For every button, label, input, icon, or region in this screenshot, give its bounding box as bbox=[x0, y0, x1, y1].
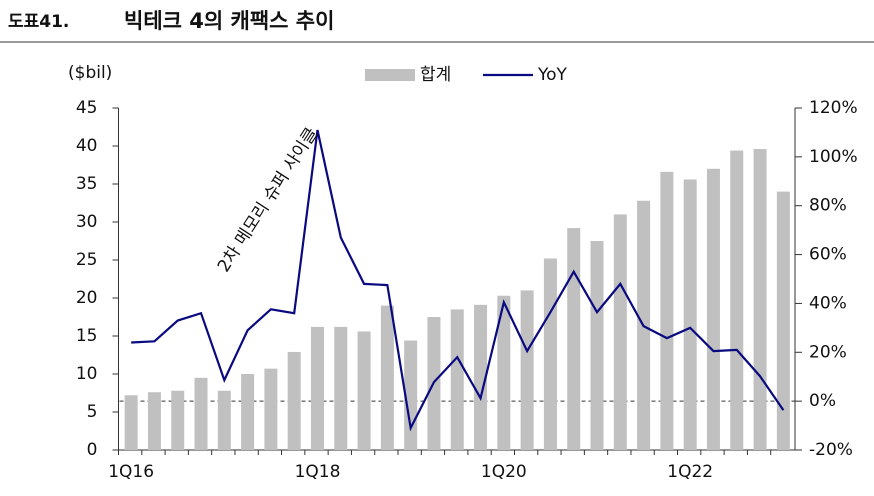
bar bbox=[776, 191, 790, 450]
bar bbox=[287, 351, 301, 450]
bar bbox=[660, 171, 674, 450]
bar bbox=[124, 395, 138, 450]
y-tick-label: 20 bbox=[76, 288, 98, 308]
line bbox=[131, 129, 785, 432]
bar bbox=[474, 304, 488, 450]
legend-label: YoY bbox=[537, 65, 568, 85]
x-tick-label: 1Q22 bbox=[667, 462, 713, 482]
legend-swatch bbox=[365, 69, 415, 81]
bar bbox=[613, 214, 627, 450]
bar bbox=[357, 331, 371, 450]
y2-tick-label: 100% bbox=[809, 147, 858, 167]
y-tick-label: 5 bbox=[87, 402, 98, 422]
y-tick-label: 45 bbox=[76, 98, 98, 118]
y2-tick-label: 80% bbox=[809, 196, 847, 216]
bar bbox=[264, 368, 278, 450]
figure-label: 도표41. bbox=[8, 12, 69, 32]
y2-tick-label: 0% bbox=[809, 391, 836, 411]
y-tick-label: 10 bbox=[76, 364, 98, 384]
annotation: 2차 메모리 슈퍼 사이클 bbox=[214, 124, 322, 276]
bar bbox=[753, 149, 767, 451]
bar bbox=[706, 168, 720, 451]
bar bbox=[217, 390, 231, 450]
y2-tick-label: -20% bbox=[809, 440, 853, 460]
y-tick-label: 40 bbox=[76, 136, 98, 156]
bar bbox=[171, 390, 185, 450]
y2-tick-label: 120% bbox=[809, 98, 858, 118]
bar bbox=[450, 309, 464, 450]
bar bbox=[194, 377, 208, 450]
legend-label: 합계 bbox=[420, 65, 451, 85]
bar bbox=[310, 326, 324, 450]
y-tick-label: 35 bbox=[76, 174, 98, 194]
bar bbox=[380, 305, 394, 450]
bar bbox=[543, 258, 557, 450]
x-tick-label: 1Q20 bbox=[481, 462, 527, 482]
chart-title: 빅테크 4의 캐팩스 추이 bbox=[124, 9, 334, 33]
bar bbox=[590, 241, 604, 450]
bar bbox=[520, 290, 534, 450]
bar bbox=[567, 228, 581, 450]
y-tick-label: 25 bbox=[76, 250, 98, 270]
x-tick-label: 1Q18 bbox=[295, 462, 341, 482]
y2-tick-label: 60% bbox=[809, 245, 847, 265]
bar bbox=[147, 392, 161, 450]
bar bbox=[730, 150, 744, 450]
y-tick-label: 30 bbox=[76, 212, 98, 232]
y-tick-label: 0 bbox=[87, 440, 98, 460]
bar bbox=[334, 326, 348, 450]
y-axis-label: ($bil) bbox=[68, 63, 112, 83]
x-tick-label: 1Q16 bbox=[108, 462, 154, 482]
bar bbox=[683, 179, 697, 450]
y2-tick-label: 40% bbox=[809, 293, 847, 313]
bar bbox=[497, 295, 511, 450]
y-tick-label: 15 bbox=[76, 326, 98, 346]
bar bbox=[241, 374, 255, 450]
y2-tick-label: 20% bbox=[809, 342, 847, 362]
